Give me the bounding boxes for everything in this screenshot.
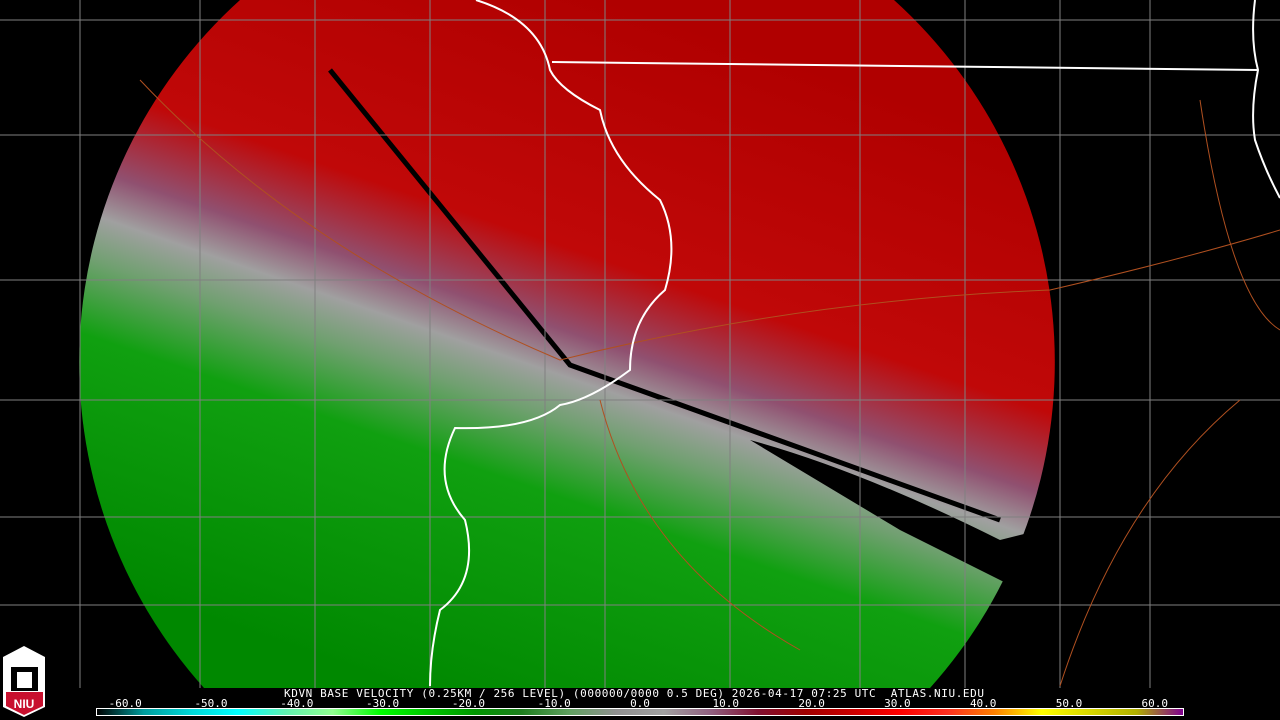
no-data-gap	[750, 440, 1040, 600]
legend-label: 30.0	[884, 697, 911, 710]
velocity-color-scale	[96, 708, 1184, 716]
svg-text:NIU: NIU	[14, 697, 35, 711]
legend-label: 0.0	[630, 697, 650, 710]
legend-label: -20.0	[451, 697, 485, 710]
legend-label: -30.0	[366, 697, 400, 710]
legend-label: 60.0	[1141, 697, 1169, 710]
legend-label: 10.0	[712, 697, 740, 710]
legend-label: 40.0	[969, 697, 997, 710]
niu-logo: NIU	[3, 646, 45, 717]
ground-clutter-line	[328, 68, 1001, 523]
legend-label: -50.0	[194, 697, 228, 710]
county-borders	[0, 0, 1280, 688]
highways	[139, 79, 1280, 687]
radar-sweep	[79, 0, 1055, 688]
legend-label: -10.0	[537, 697, 571, 710]
legend-label: -60.0	[108, 697, 142, 710]
legend-label: 20.0	[798, 697, 825, 710]
legend-label: 50.0	[1055, 697, 1083, 710]
state-borders	[429, 0, 1280, 687]
legend-label: -40.0	[280, 697, 314, 710]
product-title: KDVN BASE VELOCITY (0.25KM / 256 LEVEL) …	[284, 687, 985, 700]
